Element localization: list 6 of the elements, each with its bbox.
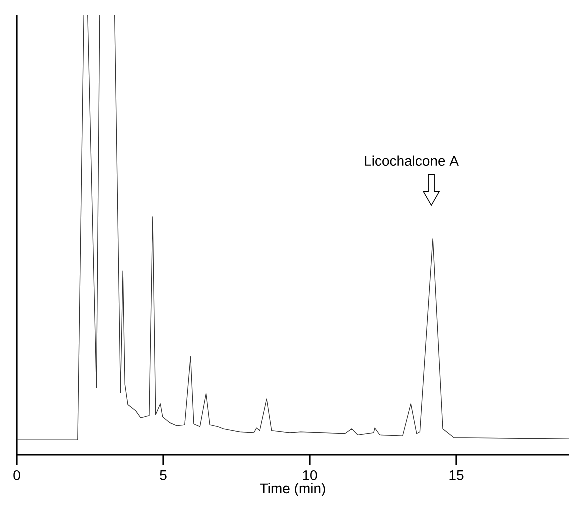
- annotation: Licochalcone A: [365, 156, 459, 166]
- x-tick-label: 5: [160, 470, 167, 480]
- x-tick-label: 0: [14, 470, 20, 480]
- x-tick-label: 15: [450, 470, 464, 480]
- x-tick-label: 10: [303, 470, 318, 480]
- x-axis-title: Time (min): [260, 483, 326, 496]
